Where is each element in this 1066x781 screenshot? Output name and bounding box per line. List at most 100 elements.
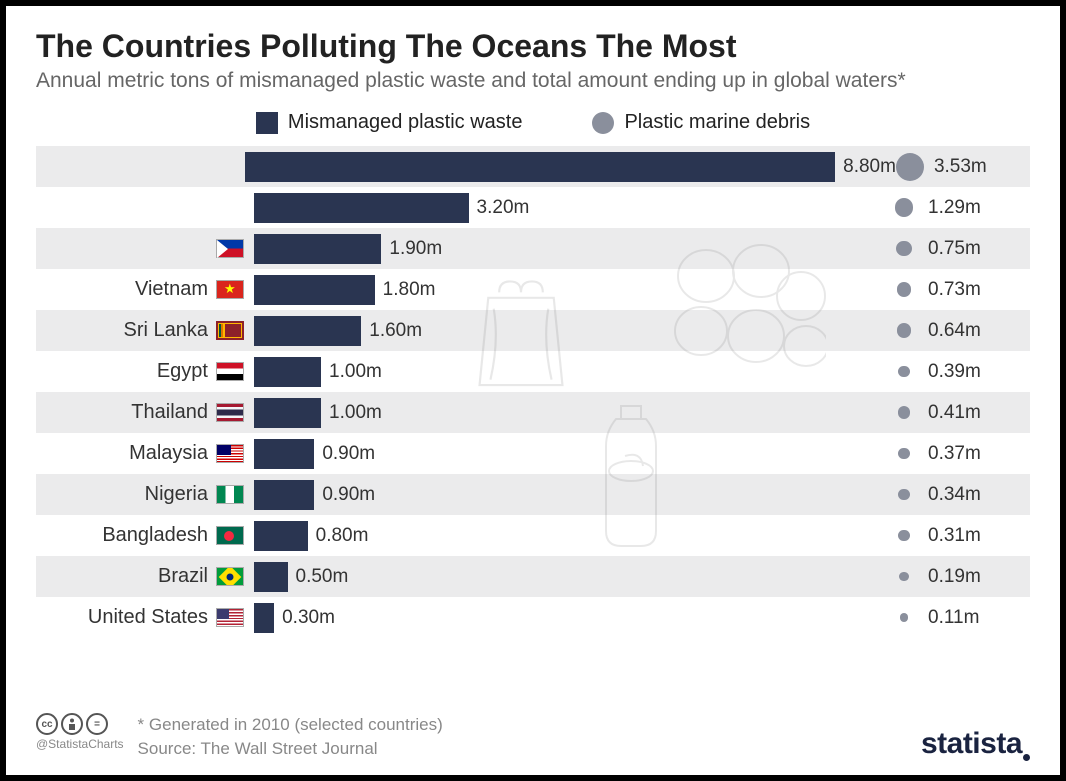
- dot-value-label: 0.11m: [928, 607, 979, 629]
- dot-wrap: [890, 448, 918, 460]
- dot: [897, 323, 911, 337]
- dot-wrap: [890, 489, 918, 500]
- country-name: Vietnam: [135, 278, 208, 301]
- country-cell: Bangladesh: [36, 524, 254, 547]
- data-row: Thailand 1.00m0.41m: [36, 392, 1030, 433]
- dot: [898, 530, 909, 541]
- dot: [896, 153, 924, 181]
- country-cell: Egypt: [36, 360, 254, 383]
- chart-footer: cc = @StatistaCharts * Generated in 2010…: [36, 713, 1030, 761]
- dot: [899, 572, 909, 582]
- dot-cell: 0.41m: [890, 402, 1030, 424]
- dot-cell: 0.31m: [890, 525, 1030, 547]
- dot: [898, 366, 910, 378]
- flag-icon: [216, 526, 244, 545]
- license-block: cc = @StatistaCharts: [36, 713, 124, 751]
- flag-icon: [216, 280, 244, 299]
- dot-cell: 0.39m: [890, 361, 1030, 383]
- flag-icon: [216, 444, 244, 463]
- data-row: 1.90m0.75m: [36, 228, 1030, 269]
- country-cell: Thailand: [36, 401, 254, 424]
- footnote-text: * Generated in 2010 (selected countries): [138, 713, 443, 737]
- bar-cell: 3.20m: [254, 193, 890, 223]
- flag-icon: [216, 362, 244, 381]
- bar: [254, 357, 321, 387]
- dot-value-label: 0.37m: [928, 443, 981, 465]
- country-cell: [36, 239, 254, 258]
- dot-wrap: [890, 366, 918, 378]
- bar-cell: 1.60m: [254, 316, 890, 346]
- country-cell: Vietnam: [36, 278, 254, 301]
- country-name: Nigeria: [145, 483, 208, 506]
- bar: [254, 398, 321, 428]
- flag-icon: [216, 239, 244, 258]
- bar: [245, 152, 835, 182]
- dot-wrap: [890, 530, 918, 541]
- dot-value-label: 0.64m: [928, 320, 981, 342]
- bar: [254, 275, 375, 305]
- data-row: Sri Lanka 1.60m 0.64m: [36, 310, 1030, 351]
- legend-bar-label: Mismanaged plastic waste: [288, 111, 523, 134]
- bar-value-label: 1.00m: [329, 361, 382, 383]
- cc-icons: cc =: [36, 713, 108, 735]
- bar: [254, 562, 288, 592]
- country-cell: United States: [36, 606, 254, 629]
- dot-wrap: [890, 572, 918, 582]
- brand-text: statista: [921, 727, 1022, 760]
- flag-icon: [216, 608, 244, 627]
- bar: [254, 193, 469, 223]
- bar: [254, 480, 314, 510]
- data-row: Malaysia0.90m0.37m: [36, 433, 1030, 474]
- cc-icon: cc: [36, 713, 58, 735]
- country-name: United States: [88, 606, 208, 629]
- bar-value-label: 8.80m: [843, 156, 896, 178]
- country-cell: Nigeria: [36, 483, 254, 506]
- bar-cell: 1.00m: [254, 398, 890, 428]
- bar-cell: 0.50m: [254, 562, 890, 592]
- bar: [254, 234, 381, 264]
- bar-cell: 0.30m: [254, 603, 890, 633]
- data-row: Vietnam 1.80m 0.73m: [36, 269, 1030, 310]
- country-cell: Sri Lanka: [36, 319, 254, 342]
- bar-cell: 0.90m: [254, 480, 890, 510]
- dot: [897, 282, 912, 297]
- data-row: Brazil0.50m0.19m: [36, 556, 1030, 597]
- bar-value-label: 0.50m: [296, 566, 349, 588]
- handle-text: @StatistaCharts: [36, 737, 124, 751]
- dot-cell: 0.34m: [890, 484, 1030, 506]
- data-row: 3.20m1.29m: [36, 187, 1030, 228]
- bar: [254, 603, 274, 633]
- country-name: Thailand: [131, 401, 208, 424]
- dot-value-label: 0.34m: [928, 484, 981, 506]
- dot: [898, 448, 910, 460]
- bar-value-label: 0.30m: [282, 607, 335, 629]
- legend-bar-swatch: [256, 112, 278, 134]
- footer-notes: * Generated in 2010 (selected countries)…: [138, 713, 443, 761]
- bar-value-label: 1.60m: [369, 320, 422, 342]
- bar-cell: 0.80m: [254, 521, 890, 551]
- chart-title: The Countries Polluting The Oceans The M…: [36, 28, 1030, 65]
- country-cell: Malaysia: [36, 442, 254, 465]
- brand-logo: statista: [921, 727, 1030, 761]
- dot: [900, 613, 908, 621]
- by-icon: [61, 713, 83, 735]
- dot-value-label: 0.73m: [928, 279, 981, 301]
- dot-value-label: 3.53m: [934, 156, 987, 178]
- flag-icon: [216, 485, 244, 504]
- dot: [898, 489, 909, 500]
- flag-icon: [216, 567, 244, 586]
- dot-wrap: [890, 323, 918, 337]
- dot-wrap: [890, 198, 918, 217]
- bar-cell: 1.00m: [254, 357, 890, 387]
- bar-value-label: 0.80m: [316, 525, 369, 547]
- dot-cell: 0.75m: [890, 238, 1030, 260]
- bar-cell: 1.90m: [254, 234, 890, 264]
- data-row: Bangladesh 0.80m 0.31m: [36, 515, 1030, 556]
- bar: [254, 316, 361, 346]
- legend-dot-swatch: [592, 112, 614, 134]
- nd-icon: =: [86, 713, 108, 735]
- chart-subtitle: Annual metric tons of mismanaged plastic…: [36, 69, 1030, 93]
- bar-cell: 1.80m: [254, 275, 890, 305]
- data-row: Nigeria 0.90m 0.34m: [36, 474, 1030, 515]
- chart-rows: 8.80m3.53m3.20m1.29m1.90m0.75mVietnam1.8…: [36, 146, 1030, 701]
